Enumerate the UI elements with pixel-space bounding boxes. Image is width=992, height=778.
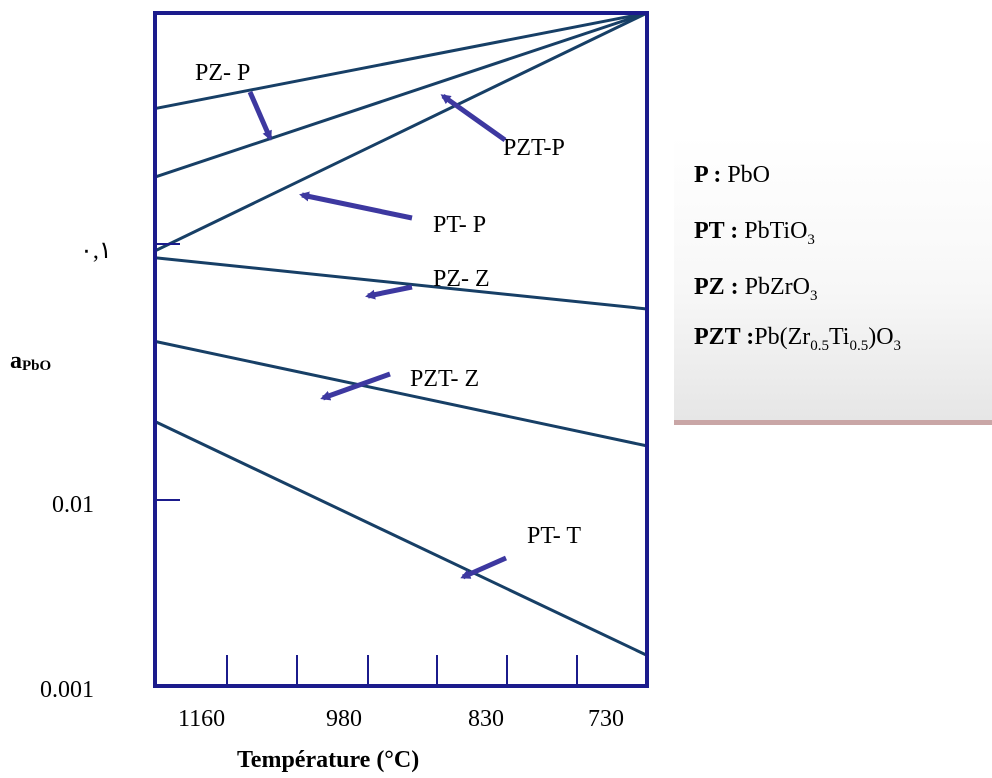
arrow-pzt-p (440, 93, 507, 143)
series-line-pzt-z (154, 339, 648, 448)
x-tick-label-980: 980 (326, 706, 362, 732)
label-pt-t: PT- T (527, 523, 581, 549)
x-tick-label-1160: 1160 (178, 706, 225, 732)
label-pzt-z: PZT- Z (410, 366, 479, 392)
arrow-pz-z (365, 284, 413, 300)
legend-row-pzt: PZT :Pb(Zr0.5Ti0.5)O3 (694, 324, 902, 354)
series-line-pz-z (154, 256, 648, 311)
y-tick-label-0.001: 0.001 (40, 677, 94, 703)
series-line-pt-t (154, 420, 648, 657)
series-line-pz-p (154, 11, 648, 111)
y-tick-label-0.1: ۰,۱ (80, 238, 112, 264)
x-tick-label-830: 830 (468, 706, 504, 732)
x-ticks (226, 655, 578, 684)
label-pz-p: PZ- P (195, 60, 250, 86)
arrow-pzt-z (320, 371, 391, 401)
arrow-pt-p (299, 191, 413, 221)
legend-row-pt: PT : PbTiO3 (694, 218, 815, 248)
y-tick-label-0.01: 0.01 (52, 492, 94, 518)
plot-frame (153, 11, 649, 688)
series-line-pt-p (154, 11, 648, 253)
series-line-pzt-p (154, 11, 648, 179)
x-axis-title: Température (°C) (237, 747, 419, 773)
arrow-pz-p (247, 91, 273, 141)
legend-row-p: P : PbO (694, 162, 771, 188)
y-axis-title: aPbO (10, 348, 51, 374)
legend-box: P : PbO PT : PbTiO3 PZ : PbZrO3 PZT :Pb(… (674, 135, 992, 425)
label-pz-z: PZ- Z (433, 266, 490, 292)
label-pzt-p: PZT-P (503, 135, 565, 161)
legend-row-pz: PZ : PbZrO3 (694, 274, 818, 304)
x-tick-label-730: 730 (588, 706, 624, 732)
label-pt-p: PT- P (433, 212, 486, 238)
arrow-pt-t (460, 555, 508, 580)
